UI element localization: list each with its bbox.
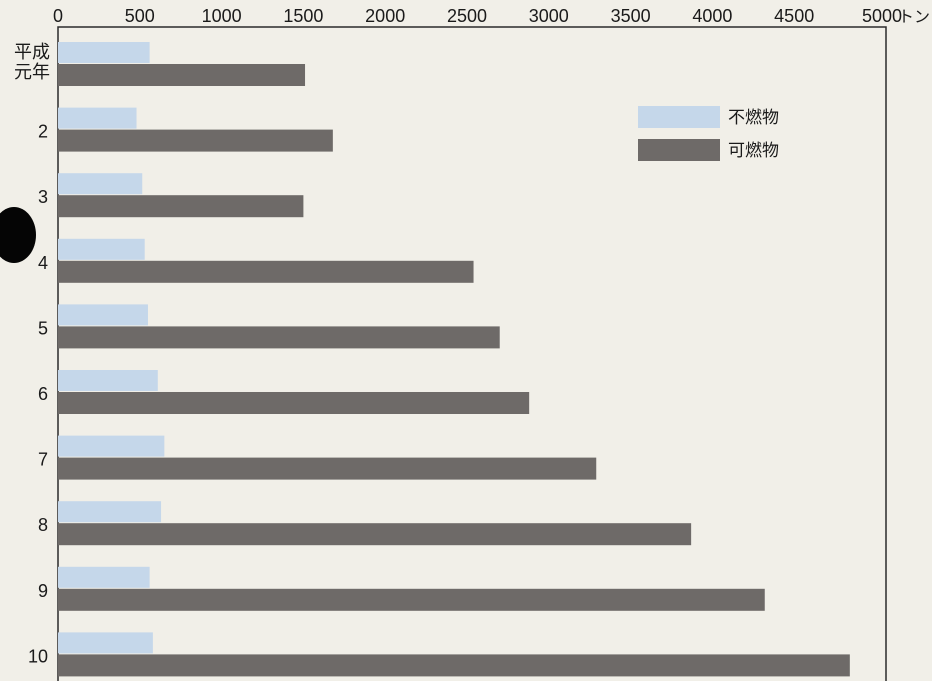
bar-noncombustible <box>58 173 143 195</box>
bar-combustible <box>58 260 474 283</box>
category-label: 2 <box>38 122 48 142</box>
legend-swatch <box>638 139 720 161</box>
x-tick-label: 3000 <box>529 6 569 26</box>
category-label: 9 <box>38 581 48 601</box>
bar-combustible <box>58 195 304 218</box>
category-label: 5 <box>38 318 48 338</box>
bar-noncombustible <box>58 501 162 523</box>
legend-label: 可燃物 <box>728 141 779 161</box>
bars <box>58 42 850 677</box>
bar-combustible <box>58 326 500 349</box>
bar-combustible <box>58 523 692 546</box>
category-label: 7 <box>38 450 48 470</box>
bar-combustible <box>58 588 765 611</box>
x-axis-unit-label: トン <box>898 9 930 26</box>
bar-noncombustible <box>58 304 148 326</box>
bar-noncombustible <box>58 566 150 588</box>
x-tick-label: 2000 <box>365 6 405 26</box>
category-label: 元年 <box>14 62 50 82</box>
bar-combustible <box>58 457 597 480</box>
plot-frame <box>57 26 887 681</box>
x-tick-label: 4500 <box>774 6 814 26</box>
binder-hole-decoration <box>0 207 36 263</box>
bar-noncombustible <box>58 238 145 260</box>
category-label: 4 <box>38 253 48 273</box>
bar-noncombustible <box>58 107 137 129</box>
bar-combustible <box>58 64 306 86</box>
x-tick-label: 3500 <box>611 6 651 26</box>
x-tick-label: 4000 <box>692 6 732 26</box>
category-label: 6 <box>38 384 48 404</box>
bar-noncombustible <box>58 435 165 457</box>
category-label: 10 <box>28 646 48 666</box>
bar-combustible <box>58 392 530 414</box>
legend-label: 不燃物 <box>728 108 779 128</box>
x-tick-label: 5000 <box>862 6 902 26</box>
x-tick-label: 1500 <box>283 6 323 26</box>
bar-noncombustible <box>58 370 158 391</box>
legend-swatch <box>638 106 720 128</box>
bar-noncombustible <box>58 632 153 654</box>
bar-noncombustible <box>58 42 150 63</box>
bar-combustible <box>58 654 850 677</box>
category-label: 8 <box>38 515 48 535</box>
x-tick-label: 500 <box>125 6 155 26</box>
x-tick-label: 1000 <box>202 6 242 26</box>
category-label: 3 <box>38 187 48 207</box>
bar-combustible <box>58 129 333 152</box>
x-tick-label: 0 <box>53 6 63 26</box>
x-axis-ticks: 0 500 1000 1500 2000 2500 3000 3500 4000 4500 5000… <box>53 6 930 26</box>
x-tick-label: 2500 <box>447 6 487 26</box>
category-label: 平成 <box>14 42 50 62</box>
